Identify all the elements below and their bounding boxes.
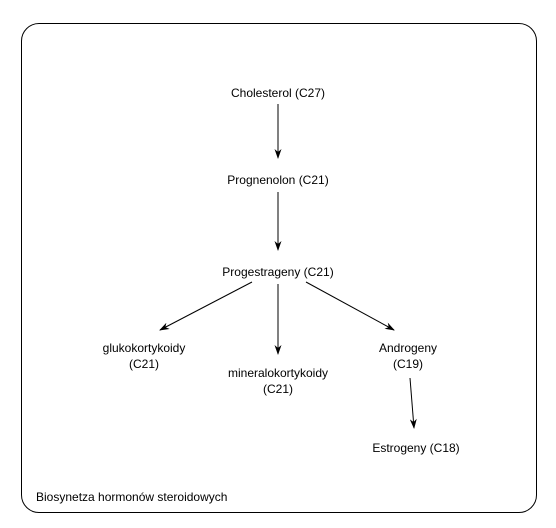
node-prognenolon: Prognenolon (C21) <box>227 172 328 188</box>
node-mineralokortykoidy: mineralokortykoidy(C21) <box>228 365 328 397</box>
node-progestrageny: Progestrageny (C21) <box>222 264 333 280</box>
node-androgeny: Androgeny(C19) <box>379 340 437 372</box>
diagram-canvas: Cholesterol (C27) Prognenolon (C21) Prog… <box>0 0 556 528</box>
edge-arrow <box>306 282 394 330</box>
diagram-caption: Biosynetza hormonów steroidowych <box>36 490 227 504</box>
edge-arrow <box>410 378 414 428</box>
node-glukokortykoidy: glukokortykoidy(C21) <box>103 340 186 372</box>
node-estrogeny: Estrogeny (C18) <box>372 440 459 456</box>
node-cholesterol: Cholesterol (C27) <box>231 85 325 101</box>
edge-arrow <box>160 282 252 330</box>
